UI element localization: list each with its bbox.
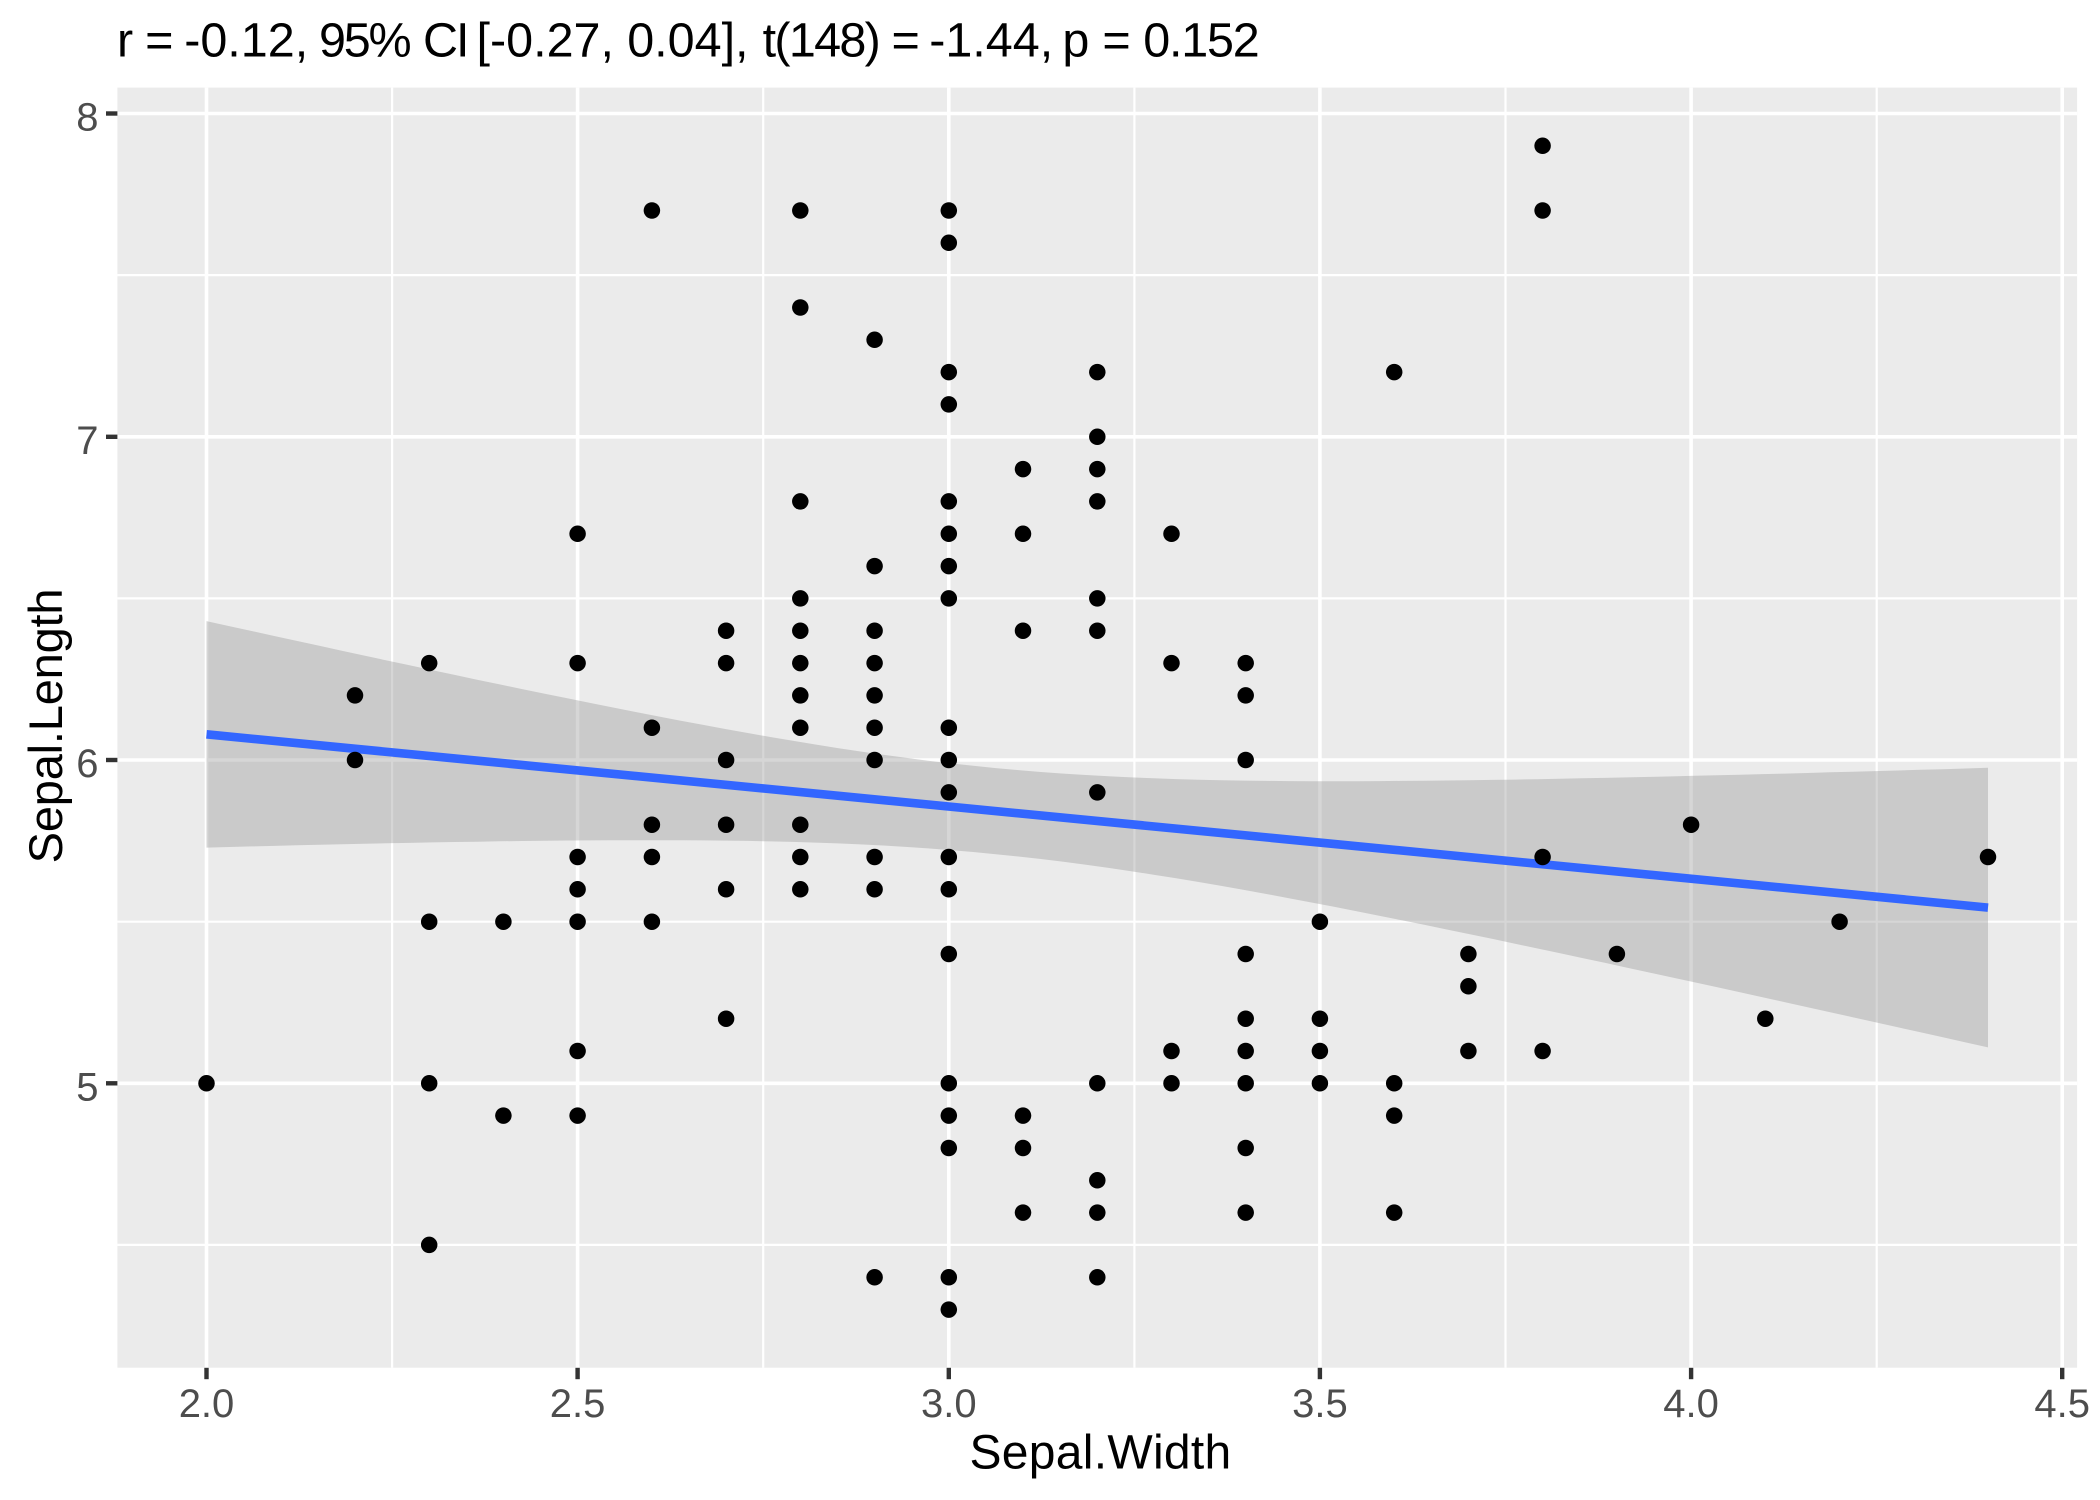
svg-text:6: 6: [76, 742, 98, 786]
svg-text:3.5: 3.5: [1292, 1382, 1348, 1426]
svg-text:2.0: 2.0: [179, 1382, 235, 1426]
svg-text:2.5: 2.5: [550, 1382, 606, 1426]
svg-text:3.0: 3.0: [921, 1382, 977, 1426]
svg-text:4.5: 4.5: [2034, 1382, 2090, 1426]
svg-text:4.0: 4.0: [1663, 1382, 1719, 1426]
svg-text:Sepal.Width: Sepal.Width: [969, 1426, 1231, 1479]
svg-text:7: 7: [76, 419, 98, 463]
svg-text:8: 8: [76, 96, 98, 140]
svg-text:r=-0.12,95%CI[-0.27,0.04],t(14: r = -0.12, 95% CI [-0.27, 0.04], t(148) = -1.44, p…: [117, 14, 1259, 68]
svg-text:Sepal.Length: Sepal.Length: [19, 589, 72, 864]
svg-text:5: 5: [76, 1065, 98, 1109]
